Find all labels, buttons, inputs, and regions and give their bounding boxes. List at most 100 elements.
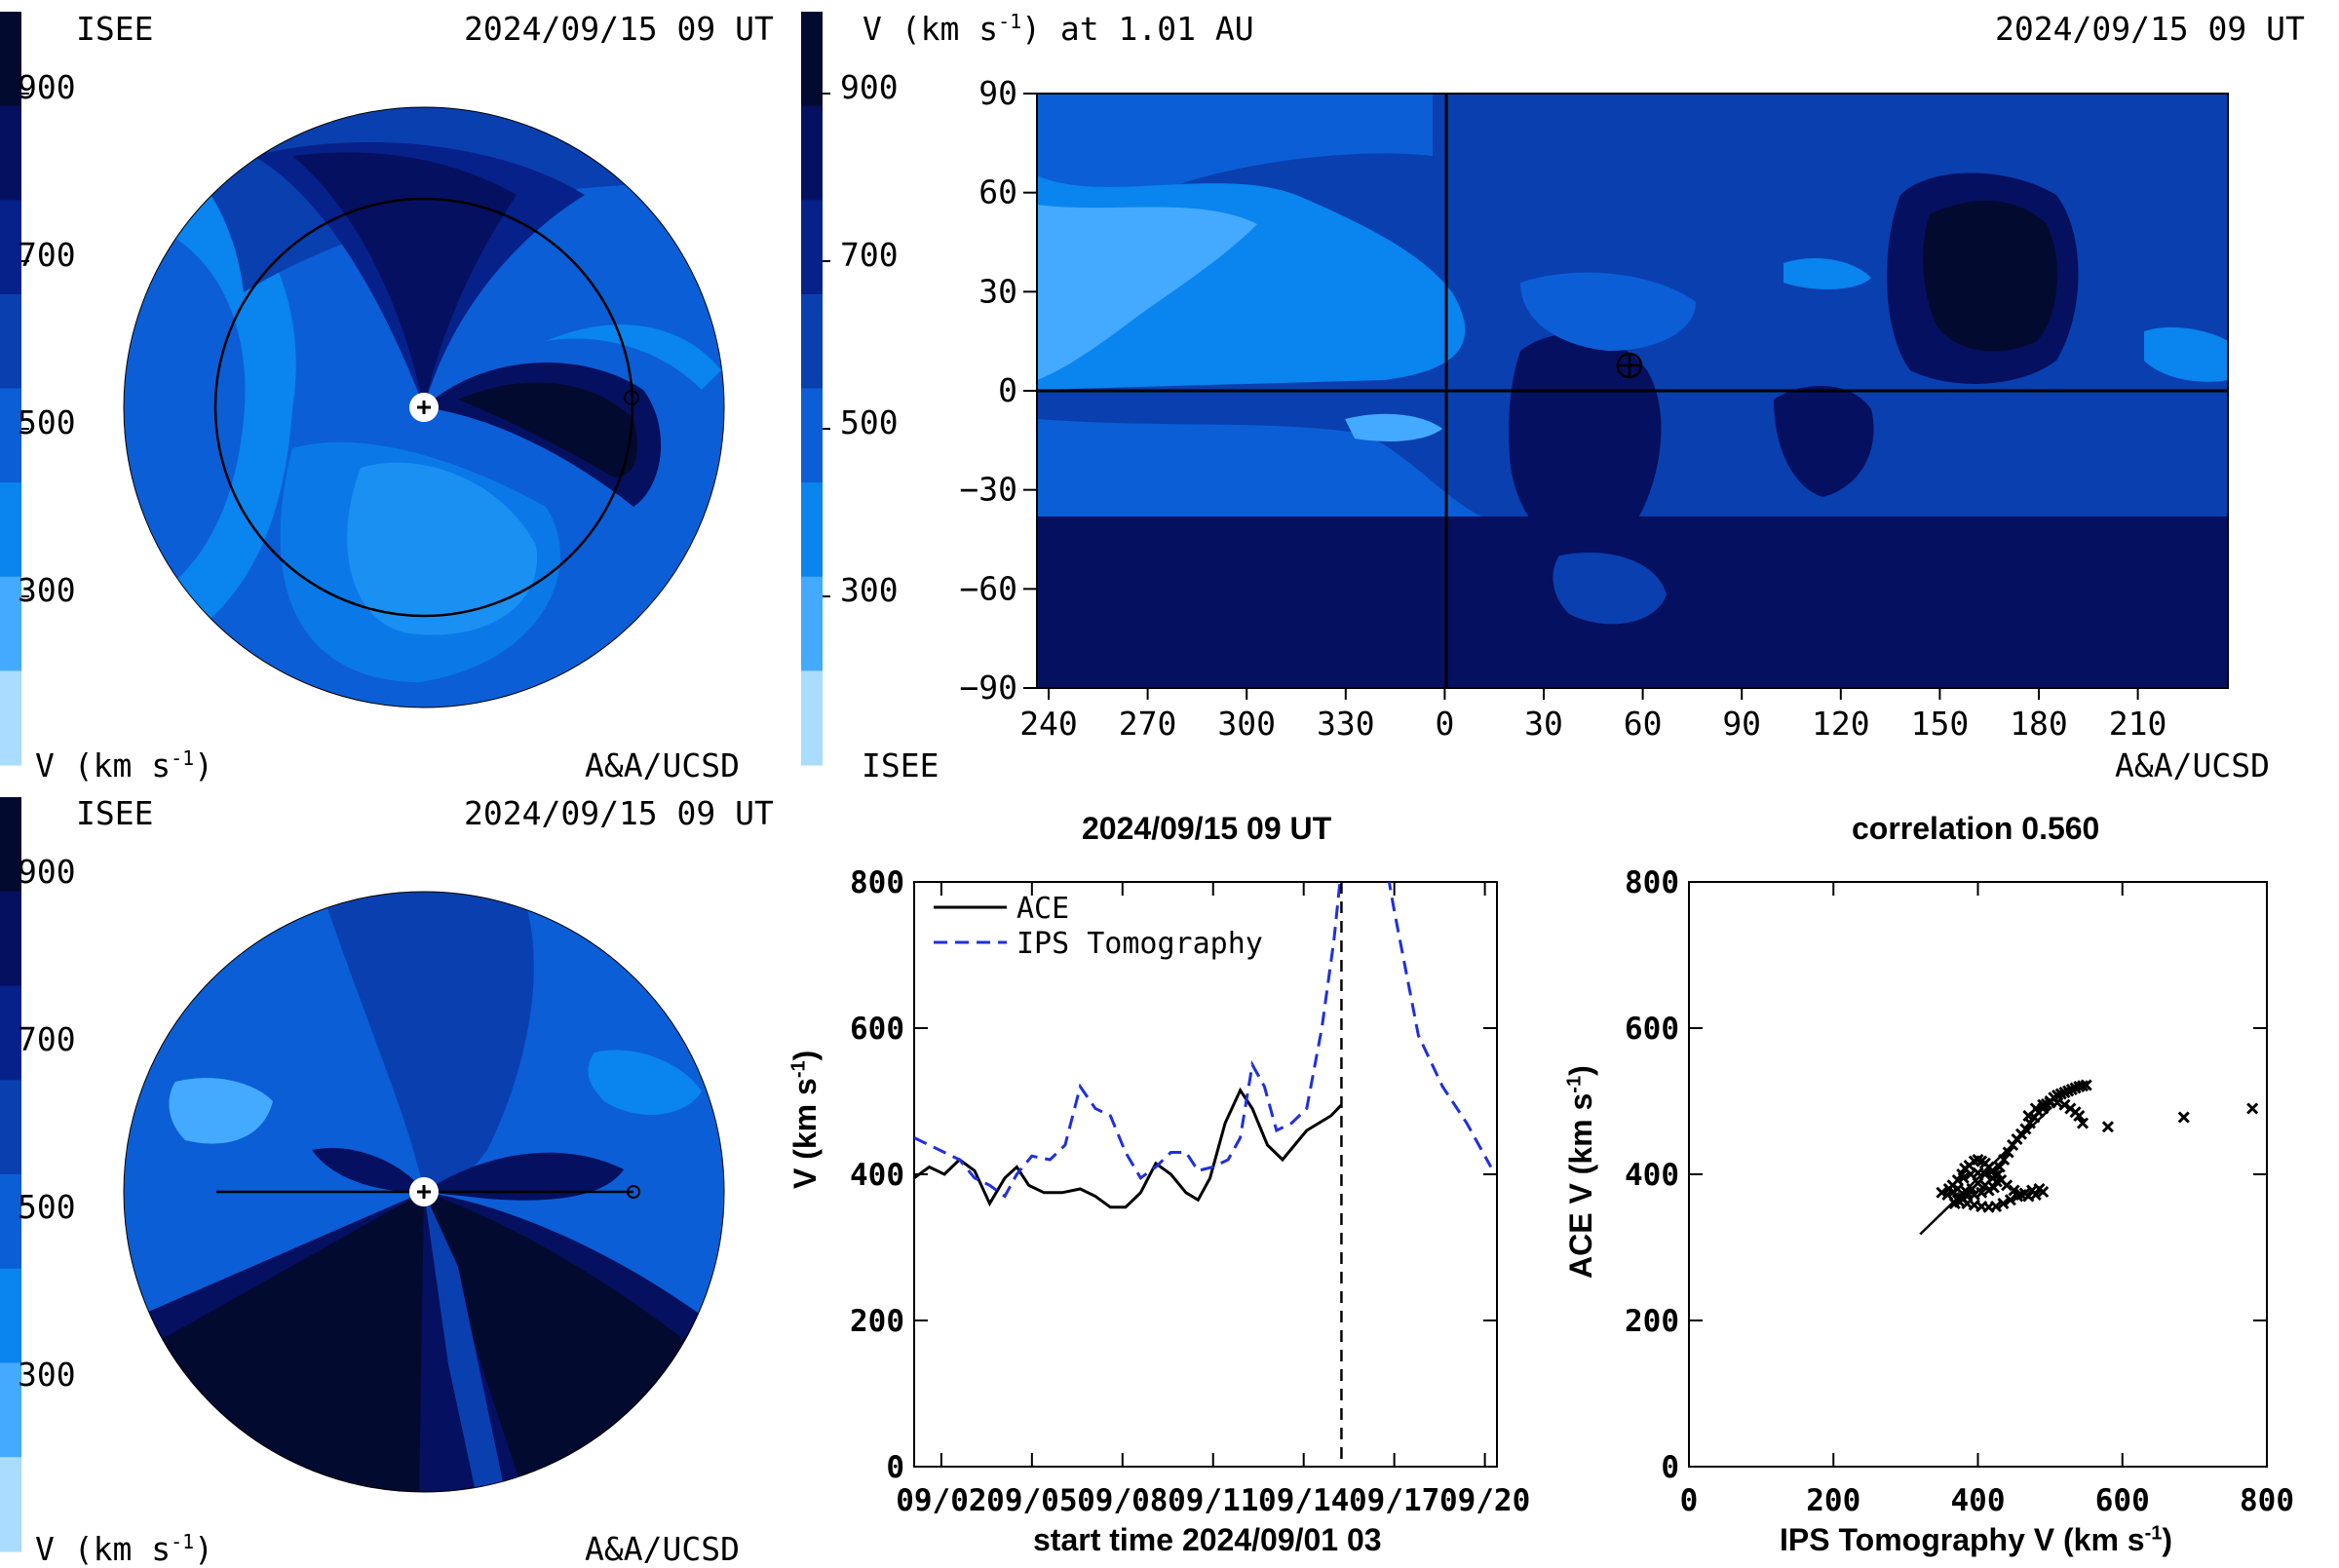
unit-label: V (km s-1)	[35, 746, 214, 784]
scatter-point	[1957, 1171, 1970, 1184]
x-tick-label: 09/11	[1168, 1483, 1258, 1518]
source-label: ISEE	[76, 10, 154, 48]
earth-orbit-circle	[213, 197, 634, 618]
scatter-point	[1951, 1182, 1964, 1196]
colorbar-tick-label: 900	[840, 68, 899, 106]
legend-label: IPS Tomography	[1016, 927, 1263, 961]
map-region	[1509, 333, 1662, 552]
y-tick-label: 200	[850, 1304, 904, 1339]
y-tick-label: 800	[1625, 865, 1679, 900]
x-tick-label: 09/08	[1077, 1483, 1168, 1518]
colorbar-tick-label: 300	[18, 1356, 76, 1394]
y-tick-label: 800	[850, 865, 904, 900]
sky-region	[424, 1152, 624, 1201]
lon-tick-label: 240	[1019, 705, 1078, 743]
scatter-point	[2076, 1117, 2090, 1129]
x-tick-label: 0	[1680, 1483, 1699, 1518]
scatter-point	[1993, 1161, 2006, 1173]
sky-disc-outline	[123, 106, 725, 708]
lat-tick-label: −30	[959, 471, 1017, 509]
map-region	[1923, 201, 2057, 352]
colorbar-tick-label: 900	[18, 853, 76, 891]
sky-region	[546, 325, 721, 390]
lon-tick-label: 30	[1524, 705, 1563, 743]
earth-marker-cross-icon	[1618, 354, 1641, 377]
source-label: ISEE	[76, 794, 154, 832]
map-region	[2144, 326, 2228, 382]
scatter-point	[1997, 1197, 2010, 1210]
sky-region	[424, 1192, 507, 1492]
colorbar-tick-label: 700	[18, 236, 76, 274]
scatter-point	[1960, 1185, 1973, 1199]
lat-tick-label: −60	[959, 569, 1017, 607]
source-label: ISEE	[862, 746, 939, 784]
credit-label: A&A/UCSD	[2115, 746, 2270, 784]
ips-series-line	[914, 882, 1493, 1199]
scatter-point	[2058, 1098, 2071, 1111]
lat-tick-label: 90	[978, 74, 1017, 112]
x-tick-label: 400	[1951, 1483, 2006, 1518]
scatter-point	[1986, 1171, 1999, 1184]
scatter-point	[2177, 1111, 2190, 1124]
scatter-point	[2101, 1121, 2114, 1133]
x-tick-label: 600	[2095, 1483, 2150, 1518]
sky-region	[292, 152, 517, 408]
earth-marker-icon	[627, 1185, 640, 1199]
colorbar-tick-label: 500	[840, 403, 899, 441]
colorbar-tick-label: 300	[18, 571, 76, 609]
lon-tick-label: 270	[1119, 705, 1177, 743]
credit-label: A&A/UCSD	[585, 746, 740, 784]
x-tick-label: 09/17	[1349, 1483, 1439, 1518]
scatter-point	[2080, 1079, 2092, 1091]
fit-line	[1919, 1107, 2051, 1236]
lat-tick-label: −90	[959, 669, 1017, 707]
lat-tick-label: 0	[998, 371, 1017, 409]
map-title: V (km s-1) at 1.01 AU	[863, 10, 1254, 48]
ace-series-line	[914, 1087, 1343, 1209]
y-tick-label: 0	[1661, 1450, 1679, 1485]
lon-tick-label: 120	[1812, 705, 1870, 743]
map-region	[1037, 205, 1257, 380]
x-axis-label: start time 2024/09/01 03	[1033, 1522, 1382, 1557]
lat-tick-label: 30	[978, 272, 1017, 310]
y-tick-label: 400	[1625, 1158, 1679, 1193]
scatter-point	[2076, 1080, 2090, 1092]
sun-cross-icon	[417, 1185, 431, 1199]
lon-tick-label: 60	[1624, 705, 1663, 743]
chart-title: 2024/09/15 09 UT	[1082, 811, 1332, 846]
lon-tick-label: 300	[1217, 705, 1276, 743]
colorbar-tick-label: 700	[840, 236, 899, 274]
map-region	[1520, 272, 1696, 351]
lon-tick-label: 180	[2010, 705, 2068, 743]
colorbar-tick-label: 500	[18, 403, 76, 441]
map-region	[1345, 413, 1442, 441]
scatter-point	[2246, 1102, 2259, 1115]
map-region	[1037, 94, 1433, 198]
sky-region	[322, 892, 534, 1195]
scatter-point	[1941, 1188, 1954, 1202]
lon-tick-label: 150	[1911, 705, 1970, 743]
lon-tick-label: 330	[1317, 705, 1375, 743]
x-tick-label: 200	[1806, 1483, 1860, 1518]
legend-label: ACE	[1016, 892, 1069, 926]
map-region	[1783, 258, 1871, 289]
scatter-point	[2004, 1194, 2016, 1206]
earth-marker-icon	[624, 390, 639, 405]
sky-region	[280, 441, 560, 682]
x-tick-label: 09/20	[1439, 1483, 1530, 1518]
scatter-point	[2014, 1188, 2028, 1202]
scatter-point	[1995, 1173, 2008, 1187]
lon-tick-label: 210	[2109, 705, 2167, 743]
colorbar-tick-label: 900	[18, 68, 76, 106]
scatter-point	[2002, 1146, 2014, 1159]
sky-region	[458, 382, 637, 478]
x-tick-label: 09/05	[986, 1483, 1077, 1518]
datetime-label: 2024/09/15 09 UT	[464, 794, 774, 832]
lat-tick-label: 60	[978, 173, 1017, 211]
map-region	[1553, 552, 1667, 625]
lon-tick-label: 90	[1722, 705, 1761, 743]
scatter-point	[2029, 1102, 2042, 1115]
